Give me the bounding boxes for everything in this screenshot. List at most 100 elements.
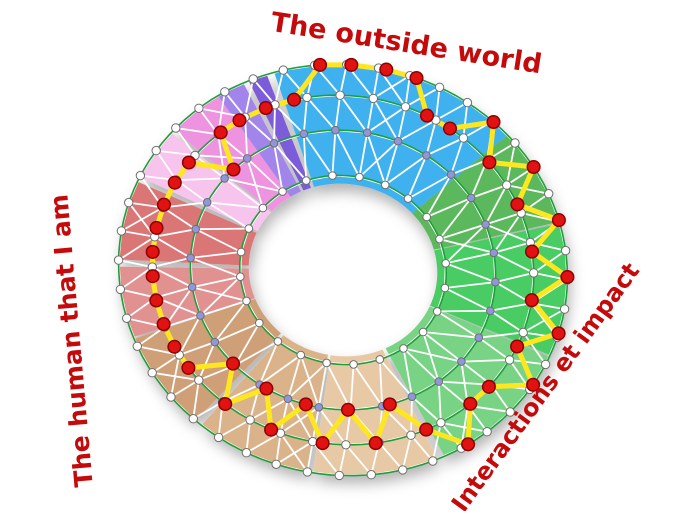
path-node-red bbox=[259, 381, 274, 396]
mesh-edge bbox=[384, 140, 399, 186]
mesh-edge bbox=[489, 302, 533, 312]
inner-node-ring-node bbox=[242, 296, 251, 306]
mesh-edge bbox=[344, 443, 373, 476]
inner-node-ring-node bbox=[296, 350, 306, 360]
outer-node-ring-node bbox=[151, 145, 161, 156]
second-node-ring-node bbox=[245, 415, 255, 425]
mesh-edge bbox=[223, 177, 284, 193]
mesh-edge bbox=[378, 358, 384, 408]
mesh-edge bbox=[273, 142, 284, 193]
outer-node-ring-node bbox=[428, 456, 438, 466]
mesh-edge bbox=[358, 140, 399, 179]
mesh-edge bbox=[174, 127, 196, 157]
second-node-ring-node bbox=[406, 430, 416, 440]
outer-node-ring-node bbox=[147, 368, 157, 378]
second-node-ring-node bbox=[400, 102, 411, 112]
inner-node-ring-node bbox=[380, 180, 390, 190]
mesh-edge bbox=[338, 443, 347, 477]
mesh-edge bbox=[306, 440, 314, 473]
mesh-edge bbox=[153, 235, 192, 259]
mesh-edge bbox=[438, 223, 487, 241]
mesh-edge bbox=[438, 196, 473, 241]
second-node-ring-node bbox=[341, 440, 351, 450]
mesh-edge bbox=[450, 158, 489, 176]
outer-node-ring-node bbox=[559, 304, 570, 314]
mesh-edge bbox=[258, 340, 279, 386]
mesh-edge bbox=[233, 340, 279, 367]
path-node-red bbox=[258, 100, 273, 116]
mesh-edge bbox=[444, 262, 497, 284]
third-node-ring-node bbox=[314, 403, 324, 412]
outer-node-ring-node bbox=[171, 123, 181, 133]
path-node-red bbox=[156, 317, 171, 332]
outer-node-ring-node bbox=[194, 103, 204, 114]
mesh-edge bbox=[317, 406, 347, 446]
mesh-edge bbox=[279, 397, 289, 435]
outer-node-ring-node bbox=[434, 82, 445, 93]
mesh-edge bbox=[334, 129, 361, 179]
outer-node-ring-node bbox=[271, 459, 281, 469]
mesh-edge bbox=[484, 184, 508, 226]
mesh-edge bbox=[325, 361, 352, 411]
mesh-edge bbox=[244, 78, 255, 119]
mesh-edge bbox=[492, 251, 535, 274]
second-node-ring-node bbox=[504, 355, 515, 365]
third-node-ring-node bbox=[187, 282, 197, 292]
path-node-red bbox=[226, 162, 241, 177]
mesh-edge bbox=[191, 275, 242, 289]
mesh-edge bbox=[306, 96, 337, 132]
path-node-red bbox=[312, 57, 328, 72]
path-node-red bbox=[463, 396, 478, 411]
third-node-ring-node bbox=[186, 253, 195, 263]
inner-node-ring-node bbox=[440, 283, 450, 293]
mesh-edge bbox=[334, 94, 342, 132]
mesh-edge bbox=[484, 212, 523, 226]
third-node-ring-node bbox=[446, 170, 456, 179]
path-node-red bbox=[481, 379, 496, 394]
third-node-ring-node bbox=[407, 392, 417, 402]
mesh-edge bbox=[120, 229, 156, 238]
mesh-edge bbox=[244, 116, 275, 145]
mesh-edge bbox=[378, 441, 404, 471]
path-node-red bbox=[340, 402, 356, 417]
mesh-edge bbox=[154, 286, 194, 299]
inner-node-ring-node bbox=[432, 307, 442, 316]
mesh-edge bbox=[436, 310, 480, 339]
mesh-edge bbox=[194, 228, 243, 253]
third-node-ring-node bbox=[269, 139, 279, 148]
outer-node-ring-node bbox=[366, 470, 376, 480]
second-node-ring-node bbox=[308, 436, 318, 447]
path-node-red bbox=[167, 339, 182, 354]
outer-node-ring-node bbox=[188, 414, 199, 424]
mesh-edge bbox=[282, 69, 308, 99]
mesh-edge bbox=[372, 67, 380, 100]
third-node-ring-node bbox=[242, 154, 252, 163]
mesh-edge bbox=[194, 227, 250, 231]
outer-node-ring-node bbox=[116, 226, 127, 236]
path-node-red bbox=[181, 155, 196, 170]
mesh-edge bbox=[489, 309, 525, 334]
mesh-edge bbox=[402, 347, 413, 398]
mesh-edge bbox=[192, 401, 224, 420]
mesh-edge bbox=[494, 271, 535, 284]
mesh-edge bbox=[477, 336, 511, 361]
mesh-edge bbox=[339, 94, 369, 134]
mesh-edge bbox=[246, 157, 284, 193]
path-node-red bbox=[181, 360, 196, 375]
mesh-edge bbox=[199, 275, 242, 317]
mesh-edge bbox=[302, 132, 308, 182]
path-node-red bbox=[232, 113, 247, 128]
path-node-red bbox=[486, 114, 501, 130]
outer-node-ring-node bbox=[398, 465, 408, 475]
outer-node-ring-node bbox=[540, 359, 551, 370]
third-node-ring-node bbox=[481, 220, 490, 229]
third-node-ring-node bbox=[283, 394, 293, 404]
mesh-edge bbox=[213, 299, 248, 344]
mesh-edge bbox=[178, 314, 202, 356]
mesh-edge bbox=[339, 63, 348, 97]
mesh-edge bbox=[397, 105, 407, 143]
mesh-edge bbox=[117, 235, 156, 262]
path-node-red bbox=[344, 57, 359, 72]
path-node-red bbox=[419, 108, 435, 123]
path-node-red bbox=[298, 397, 313, 412]
